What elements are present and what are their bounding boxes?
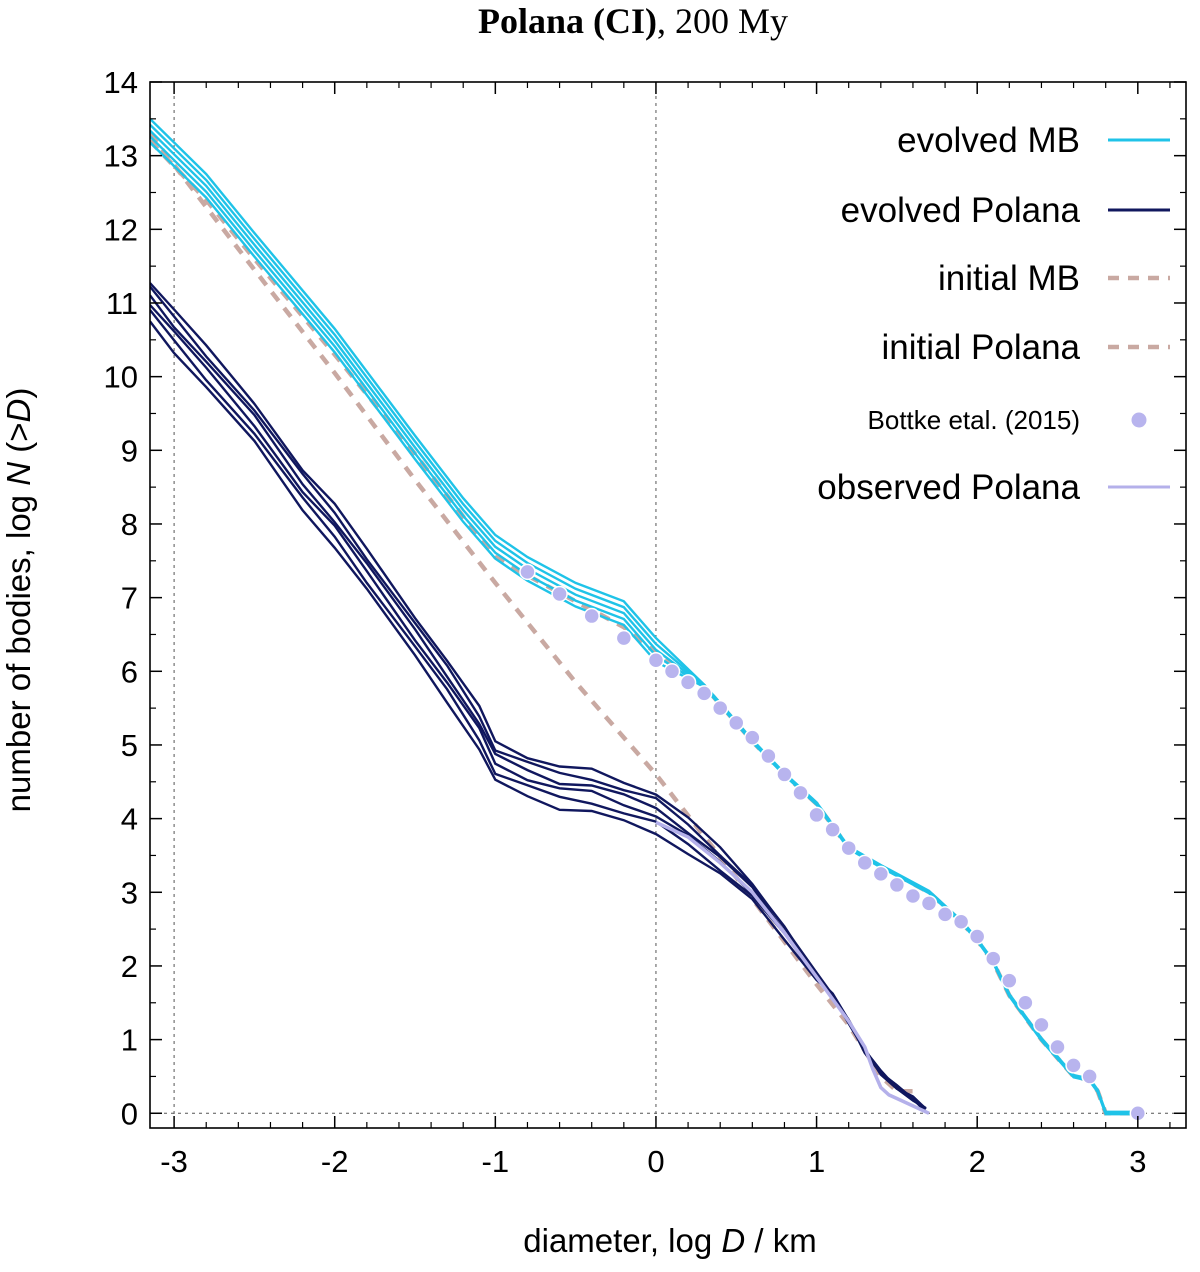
bottke-data-point — [583, 607, 600, 625]
y-axis-label-var: N — [0, 462, 37, 486]
bottke-data-point — [695, 685, 713, 702]
bottke-data-point — [551, 585, 568, 603]
bottke-data-point — [663, 663, 681, 680]
x-axis-label-prefix: diameter, log — [523, 1222, 721, 1259]
x-tick-label: -2 — [321, 1144, 349, 1179]
series-evolved-polana-run — [150, 294, 927, 1113]
x-axis-label-var: D — [721, 1222, 745, 1259]
x-tick-label: 1 — [808, 1144, 825, 1179]
bottke-data-point — [840, 839, 857, 857]
bottke-data-point — [808, 806, 825, 824]
y-tick-label: 4 — [121, 802, 138, 837]
legend-label: evolved Polana — [841, 191, 1081, 230]
y-tick-label: 1 — [121, 1023, 138, 1058]
y-axis-label-suffix: ) — [0, 388, 37, 399]
y-axis-label-prefix: number of bodies, log — [0, 486, 37, 813]
bottke-data-point — [679, 674, 697, 691]
bottke-data-point — [776, 766, 793, 783]
bottke-data-point — [519, 563, 536, 581]
bottke-data-point — [1001, 972, 1018, 989]
series-evolved-polana-run — [150, 320, 927, 1113]
series-observed-polana — [655, 820, 930, 1115]
y-axis-label-var2: D — [0, 399, 37, 423]
chart-title-bold: Polana (CI) — [478, 1, 657, 41]
bottke-data-point — [1017, 994, 1034, 1012]
bottke-data-point — [615, 629, 633, 647]
series-layer — [150, 117, 1147, 1122]
bottke-data-point — [744, 729, 761, 746]
y-tick-label: 9 — [121, 433, 138, 468]
x-tick-label: -3 — [160, 1144, 188, 1179]
bottke-data-point — [711, 699, 729, 717]
plot-frame — [149, 81, 1187, 1129]
legend-label: evolved MB — [897, 121, 1080, 160]
bottke-data-point — [872, 865, 890, 883]
legend-swatch — [1131, 412, 1147, 428]
series-evolved-mb-run — [150, 117, 1138, 1114]
y-axis-label-mid: (> — [0, 423, 37, 462]
bottke-data-point — [904, 887, 922, 905]
bottke-data-point — [968, 928, 986, 945]
legend-label: initial MB — [938, 259, 1080, 298]
bottke-data-point — [856, 854, 874, 872]
bottke-data-point — [1033, 1016, 1050, 1034]
bottke-data-point — [728, 714, 745, 732]
bottke-data-point — [952, 913, 970, 930]
bottke-data-point — [792, 784, 809, 802]
bottke-data-point — [920, 895, 938, 912]
x-axis-label-suffix: / km — [745, 1222, 817, 1259]
bottke-data-point — [760, 747, 777, 765]
y-tick-label: 5 — [121, 728, 138, 763]
chart-title-rest: , 200 My — [657, 1, 788, 41]
bottke-data-point — [1049, 1038, 1066, 1056]
y-tick-label: 2 — [121, 949, 138, 984]
y-tick-label: 11 — [106, 286, 138, 321]
bottke-data-point — [1065, 1057, 1082, 1074]
bottke-data-point — [888, 876, 906, 894]
x-axis-label: diameter, log D / km — [523, 1222, 816, 1259]
bottke-data-point — [985, 950, 1002, 967]
x-tick-label: 0 — [647, 1144, 664, 1179]
y-tick-label: 12 — [104, 212, 138, 247]
y-tick-label: 10 — [104, 360, 138, 395]
legend-label: observed Polana — [817, 468, 1080, 507]
bottke-data-point — [647, 651, 665, 669]
series-evolved-polana-run — [150, 285, 927, 1110]
y-axis-label: number of bodies, log N (>D) — [0, 388, 37, 813]
x-tick-label: 3 — [1129, 1144, 1146, 1179]
y-tick-label: 7 — [121, 581, 138, 616]
series-initial-polana — [150, 132, 913, 1094]
series-evolved-polana-run — [150, 282, 927, 1110]
legend: evolved MB evolved Polana initial MB initia… — [817, 121, 1170, 507]
legend-label: initial Polana — [882, 328, 1081, 367]
chart-title: Polana (CI), 200 My — [478, 1, 788, 41]
y-tick-label: 8 — [121, 507, 138, 542]
y-tick-label: 0 — [121, 1096, 138, 1131]
y-tick-label: 14 — [104, 65, 138, 100]
x-tick-label: 2 — [969, 1144, 986, 1179]
y-tick-label: 6 — [121, 654, 138, 689]
reference-lines — [150, 82, 1186, 1128]
series-evolved-polana-run — [150, 309, 927, 1110]
bottke-data-point — [936, 906, 954, 923]
bottke-data-point — [824, 821, 841, 838]
y-tick-label: 3 — [121, 875, 138, 910]
bottke-data-point — [1081, 1068, 1098, 1085]
x-tick-label: -1 — [482, 1144, 510, 1179]
legend-label: Bottke etal. (2015) — [868, 405, 1080, 435]
y-tick-label: 13 — [104, 139, 138, 174]
